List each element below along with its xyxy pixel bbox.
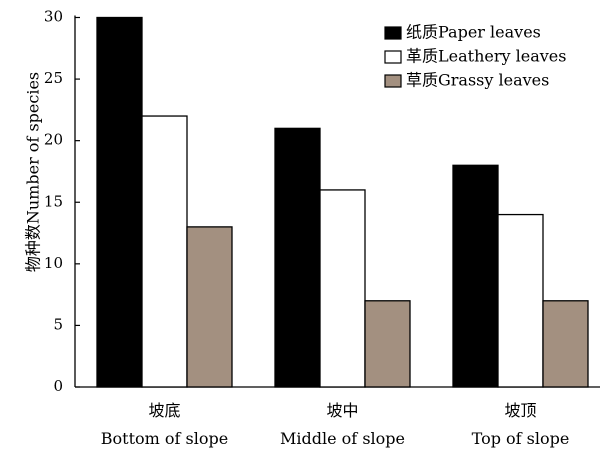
bar-grassy-0 [186,226,233,388]
category-label-zh: 坡中 [326,401,358,420]
y-axis-label: 物种数Number of species [24,72,43,272]
category-label-en: Bottom of slope [101,429,228,448]
legend-label: 革质Leathery leaves [406,47,566,66]
legend-label: 纸质Paper leaves [406,23,541,42]
bar-paper-0 [96,16,143,388]
bar-paper-2 [452,164,499,388]
y-tick-label: 25 [44,69,63,87]
bar-leathery-1 [319,189,366,388]
category-label-zh: 坡顶 [504,401,536,420]
y-tick-label: 10 [44,254,63,272]
y-tick-label: 5 [53,315,63,333]
legend-swatch [384,26,402,40]
bar-grassy-1 [364,300,411,388]
y-tick-label: 0 [53,377,63,395]
legend-label: 草质Grassy leaves [406,71,549,90]
legend: 纸质Paper leaves 革质Leathery leaves 草质Grassy … [384,23,566,90]
bar-paper-1 [274,127,321,388]
y-tick-label: 15 [44,192,63,210]
legend-swatch [384,50,402,64]
bar-leathery-2 [497,213,544,388]
bars [96,16,589,388]
y-axis: 0 5 10 15 20 25 30 [44,8,80,395]
bar-grassy-2 [542,300,589,388]
x-axis: 坡底 Bottom of slope 坡中 Middle of slope 坡顶 Top … [75,386,600,448]
bar-leathery-0 [141,115,188,388]
legend-swatch [384,74,402,88]
y-tick-label: 30 [44,8,63,26]
category-label-en: Top of slope [472,429,570,448]
category-label-en: Middle of slope [280,429,405,448]
category-label-zh: 坡底 [148,401,180,420]
y-tick-label: 20 [44,131,63,149]
